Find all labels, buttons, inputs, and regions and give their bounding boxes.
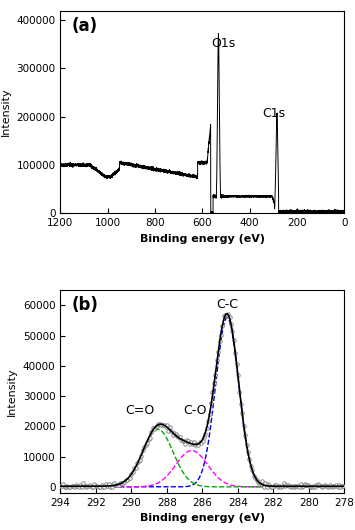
Text: C-O: C-O bbox=[184, 404, 207, 417]
X-axis label: Binding energy (eV): Binding energy (eV) bbox=[140, 234, 265, 244]
X-axis label: Binding energy (eV): Binding energy (eV) bbox=[140, 514, 265, 523]
Text: (a): (a) bbox=[72, 16, 98, 34]
Text: C-C: C-C bbox=[216, 298, 238, 312]
Text: C=O: C=O bbox=[126, 404, 155, 417]
Y-axis label: Intensity: Intensity bbox=[1, 87, 11, 136]
Text: C1s: C1s bbox=[263, 107, 286, 120]
Text: O1s: O1s bbox=[211, 37, 236, 50]
Text: (b): (b) bbox=[72, 296, 99, 314]
Y-axis label: Intensity: Intensity bbox=[7, 367, 17, 416]
